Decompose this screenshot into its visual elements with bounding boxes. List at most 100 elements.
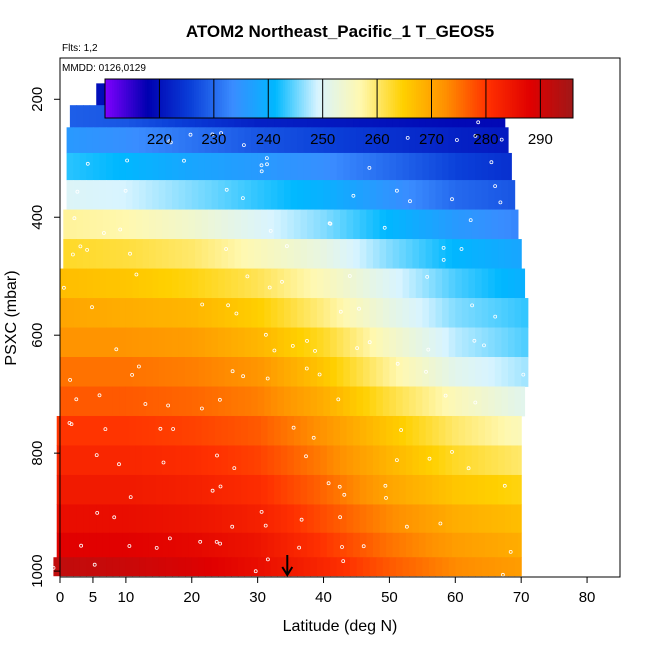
heat-cell (290, 557, 298, 577)
heat-cell (260, 474, 269, 505)
heat-cell (491, 532, 499, 558)
observation-dot (290, 343, 295, 348)
colorbar-segment (156, 79, 160, 118)
observation-dot (499, 137, 504, 142)
plot-frame (59, 57, 621, 578)
heat-cell (60, 557, 68, 577)
heat-cell (498, 209, 506, 240)
heat-cell (172, 268, 180, 299)
heat-cell (376, 357, 384, 387)
heat-cell (185, 357, 193, 387)
heat-cell (237, 557, 246, 577)
colorbar: 220 230 240 250 260 270 280 290 (104, 78, 574, 148)
observation-dot (313, 348, 317, 353)
heat-cell (96, 105, 104, 128)
heat-cell (244, 557, 252, 577)
colorbar-segment (123, 79, 127, 118)
colorbar-segment (179, 79, 183, 118)
observation-dot (259, 169, 264, 174)
colorbar-segment (121, 79, 125, 118)
heat-cell (458, 209, 466, 240)
colorbar-tick-label: 230 (201, 131, 226, 148)
heat-cell (112, 268, 120, 299)
heat-cell (514, 357, 522, 387)
x-tick-label: 40 (315, 589, 332, 606)
heat-cell (132, 357, 140, 387)
heat-cell (428, 298, 437, 328)
colorbar-segment (355, 79, 359, 118)
heat-cell (244, 180, 252, 210)
heat-cell (465, 474, 473, 505)
heat-cell (297, 152, 305, 181)
heat-cell (274, 415, 282, 446)
observation-dot (450, 449, 454, 454)
heat-cell (405, 532, 414, 558)
heat-cell (323, 298, 331, 328)
heat-cell (310, 268, 318, 299)
colorbar-segment (509, 79, 513, 118)
observation-dot (134, 272, 139, 277)
heat-cell (92, 386, 101, 417)
heat-cell (349, 127, 358, 154)
heat-cell (63, 445, 71, 476)
heat-cell (343, 557, 351, 577)
heat-cell (422, 127, 430, 154)
colorbar-segment (107, 79, 111, 118)
heat-cell (494, 180, 503, 210)
x-tick-label: 0 (56, 589, 64, 606)
heat-cell (195, 415, 203, 446)
heat-cell (66, 386, 74, 417)
heat-cell (484, 415, 493, 446)
heat-cell (155, 415, 163, 446)
observation-dot (404, 524, 409, 529)
heat-cell (402, 268, 410, 299)
observation-dot (441, 245, 446, 250)
heat-cell (501, 127, 509, 154)
colorbar-segment (280, 79, 284, 118)
colorbar-segment (289, 79, 293, 118)
heat-cell (132, 386, 140, 417)
heat-cell (475, 127, 483, 154)
heat-cell (257, 357, 265, 387)
heat-cell (465, 209, 473, 240)
heat-cell (442, 180, 450, 210)
heat-cell (109, 532, 117, 558)
heat-cell (422, 298, 430, 328)
heat-cell (461, 152, 470, 181)
heat-cell (419, 504, 427, 534)
y-tick-label: 600 (29, 323, 46, 348)
colorbar-segment (273, 79, 277, 118)
heat-cell (330, 386, 338, 417)
observation-dot (230, 524, 235, 529)
heat-cell (504, 209, 512, 240)
observation-dot (304, 454, 308, 459)
heat-cell (303, 180, 311, 210)
heat-cell (116, 209, 124, 240)
observation-dot (341, 559, 346, 563)
heat-cell (452, 445, 460, 476)
colorbar-segment (233, 79, 237, 118)
heat-cell (422, 357, 430, 387)
heat-cell (501, 180, 509, 210)
heat-cell (313, 415, 321, 446)
heat-cell (475, 268, 483, 299)
heatmap-row (56, 415, 522, 446)
heat-cell (419, 474, 427, 505)
heat-cell (135, 239, 143, 269)
heat-cell (323, 327, 331, 358)
y-axis-label: PSXC (mbar) (3, 270, 20, 365)
heat-cell (297, 327, 305, 358)
heat-cell (201, 445, 209, 476)
colorbar-segment (217, 79, 221, 118)
observation-dot (210, 488, 215, 493)
heat-cell (316, 327, 325, 358)
heat-cell (333, 415, 341, 446)
heat-cell (66, 152, 74, 181)
heat-cell (438, 209, 447, 240)
observation-dot (136, 364, 141, 369)
observation-dot (62, 285, 66, 290)
heat-cell (86, 327, 94, 358)
heat-cell (310, 386, 318, 417)
heat-cell (244, 298, 252, 328)
heat-cell (508, 357, 516, 387)
